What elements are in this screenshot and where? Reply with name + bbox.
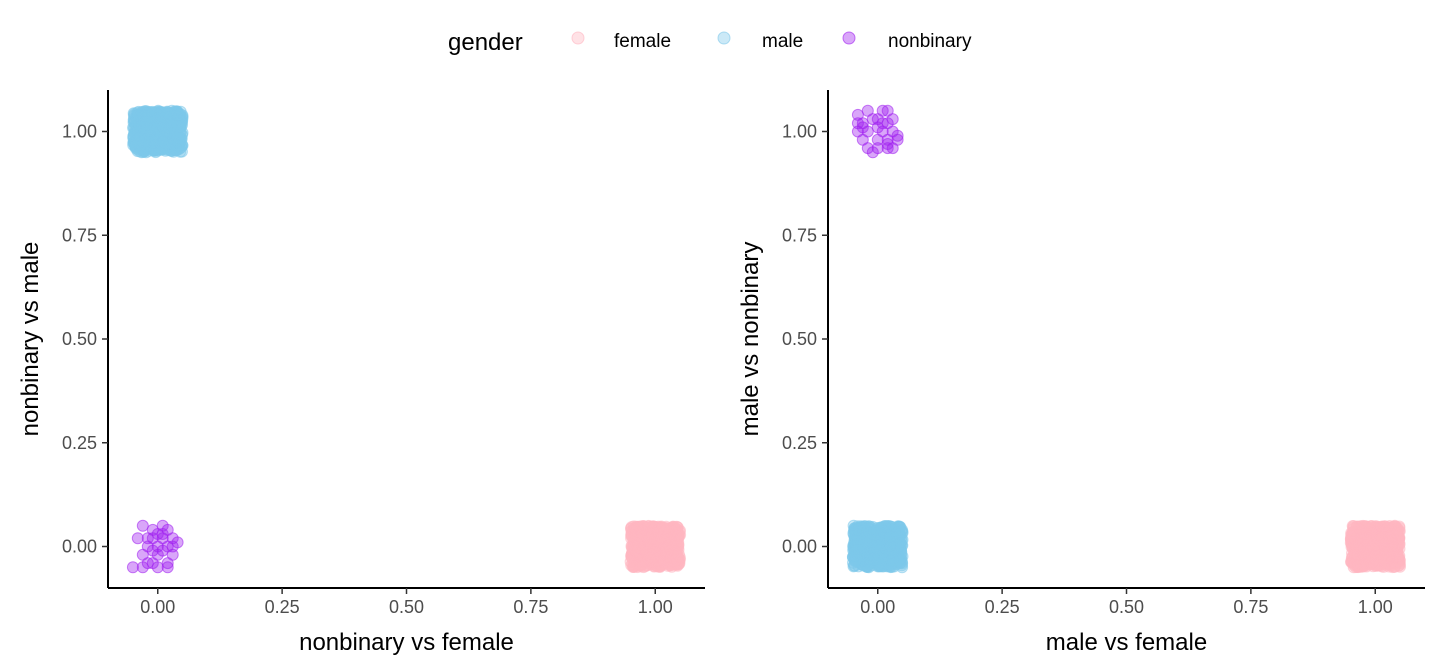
point-nonbinary	[866, 146, 879, 159]
point-male	[865, 521, 878, 534]
legend-title: gender	[448, 29, 523, 56]
point-female	[627, 560, 640, 573]
point-female	[665, 522, 678, 535]
point-female	[1355, 534, 1368, 547]
point-female	[660, 555, 673, 568]
point-nonbinary	[146, 532, 159, 545]
series-female	[1344, 519, 1406, 574]
y-tick-label: 0.50	[62, 329, 97, 349]
point-nonbinary	[891, 133, 904, 146]
y-tick-label: 1.00	[782, 122, 817, 142]
x-tick-label: 1.00	[1358, 597, 1393, 617]
point-nonbinary	[881, 138, 894, 150]
legend-label-nonbinary: nonbinary	[888, 31, 972, 52]
point-male	[850, 533, 863, 546]
y-axis-title: male vs nonbinary	[737, 242, 764, 437]
point-female	[1349, 557, 1362, 570]
legend-entry-nonbinary: nonbinary	[842, 31, 972, 52]
point-female	[627, 523, 640, 536]
legend-label-female: female	[614, 31, 671, 52]
series-nonbinary	[126, 519, 184, 574]
x-tick-label: 0.50	[389, 597, 424, 617]
legend: gender female male nonbinary	[448, 29, 972, 56]
series-nonbinary	[851, 104, 904, 159]
point-nonbinary	[131, 532, 144, 545]
legend-entry-male: male	[717, 31, 803, 52]
legend-key-nonbinary	[842, 31, 856, 45]
point-male	[169, 143, 182, 156]
point-male	[138, 121, 151, 134]
point-female	[633, 541, 646, 554]
point-nonbinary	[141, 557, 154, 570]
point-nonbinary	[136, 519, 149, 532]
x-tick-label: 0.00	[860, 597, 895, 617]
point-male	[154, 110, 167, 123]
point-female	[646, 550, 659, 563]
legend-key-male	[717, 31, 731, 45]
point-male	[874, 535, 887, 548]
series-female	[624, 519, 687, 574]
y-tick-label: 0.75	[782, 225, 817, 245]
point-female	[1346, 526, 1359, 539]
point-nonbinary	[851, 117, 864, 130]
point-female	[1383, 532, 1396, 545]
x-axis-title: nonbinary vs female	[299, 629, 514, 656]
y-tick-label: 0.75	[62, 225, 97, 245]
x-tick-label: 1.00	[638, 597, 673, 617]
y-tick-label: 0.00	[782, 537, 817, 557]
y-tick-label: 1.00	[62, 122, 97, 142]
legend-entry-female: female	[571, 31, 671, 52]
point-nonbinary	[886, 113, 899, 126]
y-tick-label: 0.50	[782, 329, 817, 349]
point-female	[657, 534, 670, 547]
points-layer	[846, 104, 1406, 574]
point-nonbinary	[161, 561, 174, 574]
x-tick-label: 0.00	[140, 597, 175, 617]
series-male	[127, 104, 189, 159]
legend-key-female	[571, 31, 585, 45]
point-male	[888, 553, 901, 566]
x-tick-label: 0.25	[265, 597, 300, 617]
point-male	[157, 120, 170, 133]
x-axis-title: male vs female	[1046, 629, 1207, 656]
y-tick-label: 0.25	[62, 433, 97, 453]
x-tick-label: 0.75	[513, 597, 548, 617]
point-nonbinary	[126, 561, 139, 574]
x-tick-label: 0.75	[1233, 597, 1268, 617]
right-panel: 0.00 0.25 0.50 0.75 1.00 0.00 0.25 0.50 0.75 1.00…	[737, 90, 1425, 656]
point-male	[170, 105, 183, 118]
point-nonbinary	[151, 561, 164, 574]
points-layer	[126, 104, 687, 574]
point-male	[847, 556, 859, 569]
point-nonbinary	[156, 532, 169, 545]
left-panel: 0.00 0.25 0.50 0.75 1.00 0.00 0.25 0.50 0.75 1.00…	[17, 90, 705, 656]
y-tick-label: 0.25	[782, 433, 817, 453]
point-female	[627, 540, 640, 553]
legend-label-male: male	[762, 31, 803, 52]
point-female	[660, 545, 673, 558]
x-tick-label: 0.25	[985, 597, 1020, 617]
x-tick-label: 0.50	[1109, 597, 1144, 617]
point-nonbinary	[876, 117, 889, 130]
point-female	[672, 552, 684, 565]
point-male	[874, 559, 887, 572]
point-male	[172, 120, 185, 133]
y-axis-title: nonbinary vs male	[17, 242, 44, 437]
y-tick-label: 0.00	[62, 537, 97, 557]
series-male	[846, 519, 909, 574]
point-male	[893, 539, 906, 552]
point-male	[154, 134, 167, 147]
point-female	[672, 558, 685, 571]
